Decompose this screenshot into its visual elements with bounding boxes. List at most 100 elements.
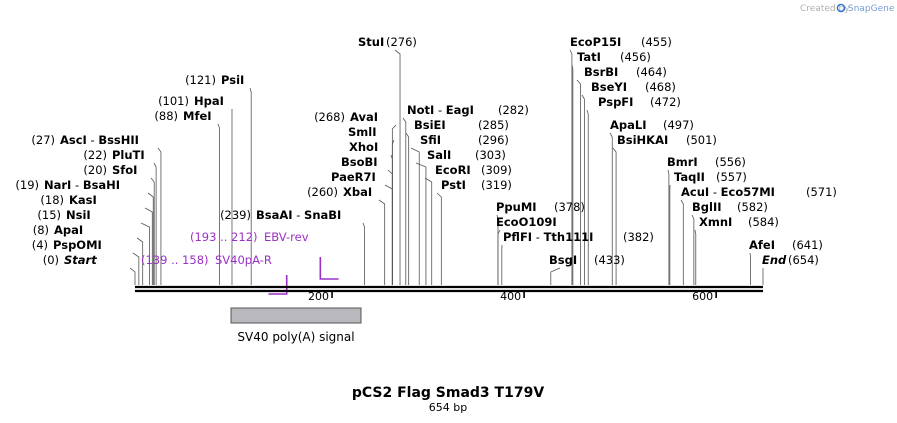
site-position: (18): [40, 193, 64, 207]
site-label-xmni[interactable]: XmnI: [699, 215, 732, 229]
enzyme-name: SfiI: [420, 133, 441, 147]
site-label-bglii[interactable]: BglII: [692, 200, 722, 214]
site-label-bsrbi[interactable]: BsrBI: [584, 65, 618, 79]
site-label-xbai[interactable]: XbaI: [343, 185, 372, 199]
site-line-bseyi: [581, 94, 585, 285]
site-label-tati[interactable]: TatI: [577, 50, 601, 64]
enzyme-name: ApaLI: [610, 118, 647, 132]
site-position: (433): [594, 253, 625, 267]
ruler-ticks: 200 400 600: [308, 290, 717, 303]
enzyme-name: PluTI: [112, 148, 145, 162]
site-label-bseyi[interactable]: BseYI: [591, 80, 627, 94]
site-label-taqii[interactable]: TaqII: [674, 170, 705, 184]
enzyme-name: AfeI: [749, 238, 775, 252]
enzyme-name: StuI: [358, 35, 384, 49]
site-position: (468): [645, 80, 676, 94]
site-line-ecop15i: [569, 49, 573, 285]
site-label-nsii[interactable]: NsiI: [66, 208, 91, 222]
enzyme-name: BsoBI: [341, 155, 378, 169]
site-label-kasi[interactable]: KasI: [69, 193, 97, 207]
site-line-asci-bsshii: [157, 147, 162, 285]
site-line-bsrbi: [576, 79, 581, 285]
enzyme-name: BssHII: [98, 133, 139, 147]
enzyme-name: BsaAI: [256, 208, 293, 222]
site-label-apali[interactable]: ApaLI: [610, 118, 647, 132]
site-label-bmri[interactable]: BmrI: [667, 155, 698, 169]
sv40pa-r-label[interactable]: SV40pA-R: [215, 253, 272, 267]
site-label-acui-eco57mi[interactable]: AcuI - Eco57MI: [681, 185, 775, 199]
sv40pa-r-range: (139 .. 158): [141, 253, 209, 267]
feature-box[interactable]: [230, 307, 362, 324]
site-line-sfoi: [150, 177, 155, 285]
site-label-end[interactable]: End: [762, 253, 787, 267]
site-label-ecori[interactable]: EcoRI: [435, 163, 471, 177]
site-position: (8): [33, 223, 49, 237]
site-label-apai[interactable]: ApaI: [54, 223, 83, 237]
site-label-psti[interactable]: PstI: [441, 178, 466, 192]
site-position: (641): [792, 238, 823, 252]
enzyme-name: EcoO109I: [496, 215, 557, 229]
site-label-xhoi[interactable]: XhoI: [349, 140, 378, 154]
enzyme-name: AscI: [60, 133, 87, 147]
enzyme-name: TatI: [577, 50, 601, 64]
site-label-smli[interactable]: SmlI: [348, 125, 377, 139]
feature-sv40-polya[interactable]: SV40 poly(A) signal: [230, 307, 362, 344]
site-label-pflfi-tth111i[interactable]: PflFI - Tth111I: [503, 230, 593, 244]
site-label-hpai[interactable]: HpaI: [194, 94, 224, 108]
site-line-apali: [609, 132, 613, 285]
site-label-nari-bsahi[interactable]: NarI - BsaHI: [44, 178, 120, 192]
site-label-pspfi[interactable]: PspFI: [598, 95, 633, 109]
site-label-afei[interactable]: AfeI: [749, 238, 775, 252]
site-position: (239): [220, 208, 251, 222]
site-label-asci-bsshii[interactable]: AscI - BssHII: [60, 133, 139, 147]
ebv-rev-label[interactable]: EBV-rev: [264, 230, 309, 244]
enzyme-name: BmrI: [667, 155, 698, 169]
enzyme-name: MfeI: [183, 109, 212, 123]
enzyme-name: BsiEI: [414, 118, 446, 132]
feature-label: SV40 poly(A) signal: [237, 330, 354, 344]
enzyme-name: BsgI: [549, 253, 577, 267]
site-label-bsiei[interactable]: BsiEI: [414, 118, 446, 132]
site-label-ecoo109i[interactable]: EcoO109I: [496, 215, 557, 229]
site-label-noti-eagi[interactable]: NotI - EagI: [407, 103, 474, 117]
site-label-paer7i[interactable]: PaeR7I: [331, 170, 376, 184]
site-label-bsgi[interactable]: BsgI: [549, 253, 577, 267]
site-line-stui: [394, 49, 401, 285]
enzyme-name: Start: [64, 253, 97, 267]
site-label-sali[interactable]: SalI: [427, 148, 451, 162]
site-label-ppumi[interactable]: PpuMI: [496, 200, 537, 214]
enzyme-name: Tth111I: [544, 230, 594, 244]
ebv-rev-arrow[interactable]: [319, 257, 339, 280]
site-label-stui[interactable]: StuI: [358, 35, 384, 49]
site-label-start[interactable]: Start: [64, 253, 97, 267]
enzyme-name: PpuMI: [496, 200, 537, 214]
site-line-sfii: [410, 147, 420, 285]
site-label-bsihkai[interactable]: BsiHKAI: [617, 133, 668, 147]
site-line-nari-bsahi: [147, 192, 154, 285]
site-label-ecop15i[interactable]: EcoP15I: [570, 35, 621, 49]
enzyme-name: BsaHI: [83, 178, 120, 192]
enzyme-name: TaqII: [674, 170, 705, 184]
site-label-avai[interactable]: AvaI: [350, 110, 378, 124]
enzyme-name: EcoP15I: [570, 35, 621, 49]
site-label-bsobi[interactable]: BsoBI: [341, 155, 378, 169]
brand-text: SnapGene: [848, 4, 895, 14]
site-label-pluti[interactable]: PluTI: [112, 148, 145, 162]
site-label-sfoi[interactable]: SfoI: [112, 163, 137, 177]
site-label-sfii[interactable]: SfiI: [420, 133, 441, 147]
site-label-pspomi[interactable]: PspOMI: [53, 238, 102, 252]
enzyme-name: PspOMI: [53, 238, 102, 252]
enzyme-name: NarI: [44, 178, 71, 192]
map-title: pCS2 Flag Smad3 T179V: [352, 385, 544, 401]
site-line-afei: [749, 252, 751, 285]
site-position: (497): [663, 118, 694, 132]
sequence-length: 654 bp: [429, 401, 467, 414]
enzyme-name: KasI: [69, 193, 97, 207]
sv40pa-r-arrow[interactable]: [268, 275, 288, 295]
site-label-psii[interactable]: PsiI: [221, 73, 244, 87]
site-label-bsaai-snabi[interactable]: BsaAI - SnaBI: [256, 208, 341, 222]
site-label-mfei[interactable]: MfeI: [183, 109, 212, 123]
site-position: (456): [620, 50, 651, 64]
tick-label-600: 600: [692, 290, 713, 303]
enzyme-name: PspFI: [598, 95, 633, 109]
